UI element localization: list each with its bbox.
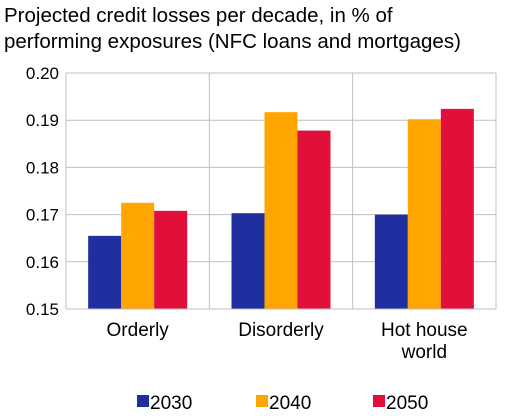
- bar: [121, 202, 155, 309]
- chart-title-line-1: Projected credit losses per decade, in %…: [4, 4, 393, 27]
- bar: [374, 214, 408, 309]
- x-category-label: Hot house: [381, 320, 468, 341]
- y-tick-label: 0.15: [26, 300, 59, 319]
- x-category-label: world: [401, 342, 447, 363]
- y-tick-label: 0.18: [26, 158, 59, 177]
- bar: [297, 130, 331, 309]
- legend-label: 2050: [386, 393, 428, 414]
- bar: [264, 112, 298, 310]
- bar: [231, 213, 265, 309]
- bar: [88, 235, 122, 309]
- chart-title-line-2: performing exposures (NFC loans and mort…: [4, 30, 461, 53]
- legend-label: 2030: [150, 393, 192, 414]
- chart-title: Projected credit losses per decade, in %…: [4, 3, 461, 55]
- legend-swatch: [256, 395, 268, 407]
- y-tick-label: 0.20: [26, 64, 59, 83]
- x-category-label: Orderly: [107, 320, 170, 341]
- legend-swatch: [373, 395, 385, 407]
- x-category-label: Disorderly: [238, 320, 324, 341]
- y-tick-label: 0.19: [26, 111, 59, 130]
- y-tick-label: 0.17: [26, 206, 59, 225]
- legend-swatch: [137, 395, 149, 407]
- bar: [407, 119, 441, 309]
- bar: [154, 210, 188, 309]
- bar: [440, 108, 474, 309]
- y-tick-label: 0.16: [26, 253, 59, 272]
- legend-label: 2040: [269, 393, 311, 414]
